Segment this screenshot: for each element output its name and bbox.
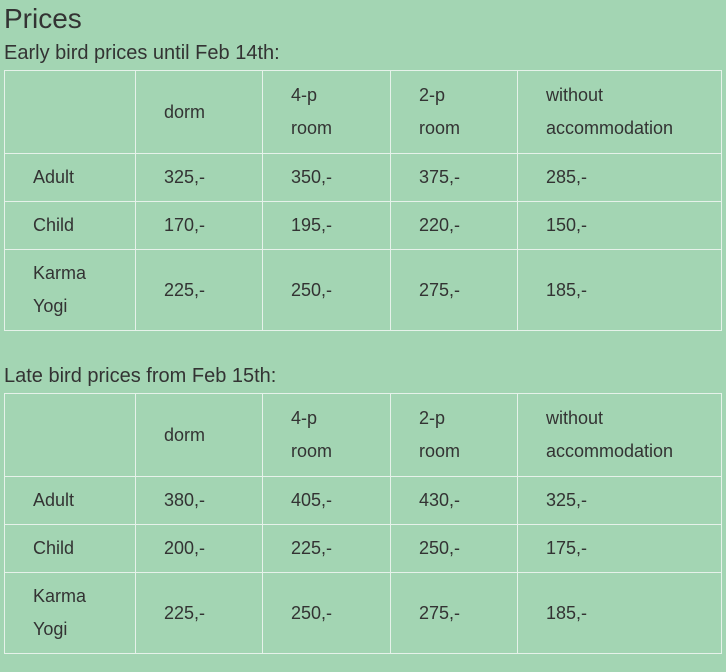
price: 250,- <box>291 279 333 300</box>
page-title: Prices <box>4 3 82 34</box>
header-cell: 2-p room <box>390 70 518 154</box>
price-cell: 250,- <box>390 524 518 573</box>
price: 405,- <box>291 490 333 510</box>
section-heading: Late bird prices from Feb 15th: <box>4 365 277 387</box>
row-label-cell: Child <box>4 201 136 250</box>
header-text: 2-p room <box>419 85 461 138</box>
price-row: Adult 380,- 405,- 430,- 325,- <box>4 476 722 525</box>
header-text: without accommodation <box>546 408 674 461</box>
row-label-cell: Adult <box>4 153 136 202</box>
section-heading: Early bird prices until Feb 14th: <box>4 42 280 64</box>
content: Prices Early bird prices until Feb 14th:… <box>4 3 722 654</box>
price-cell: 250,- <box>262 249 391 331</box>
header-row: dorm 4-p room 2-p room without accommodatio… <box>4 393 722 477</box>
row-label-cell: Adult <box>4 476 136 525</box>
price: 375,- <box>419 167 461 187</box>
price: 285,- <box>546 167 588 187</box>
price: 150,- <box>546 215 588 235</box>
row-label: Child <box>33 538 75 558</box>
price: 380,- <box>164 490 206 510</box>
price: 225,- <box>291 538 333 558</box>
header-text: 4-p room <box>291 408 333 461</box>
row-label-cell: Karma Yogi <box>4 572 136 654</box>
price-cell: 225,- <box>135 572 263 654</box>
header-cell: 4-p room <box>262 393 391 477</box>
row-label-cell: Karma Yogi <box>4 249 136 331</box>
row-label: Adult <box>33 167 75 187</box>
price-cell: 175,- <box>517 524 722 573</box>
header-cell: without accommodation <box>517 70 722 154</box>
price-row: Child 170,- 195,- 220,- 150,- <box>4 201 722 250</box>
price-cell: 170,- <box>135 201 263 250</box>
price-cell: 275,- <box>390 249 518 331</box>
header-row: dorm 4-p room 2-p room without accommodatio… <box>4 70 722 154</box>
row-label-cell: Child <box>4 524 136 573</box>
price-cell: 195,- <box>262 201 391 250</box>
price: 250,- <box>419 538 461 558</box>
price-cell: 220,- <box>390 201 518 250</box>
header-text: 4-p room <box>291 85 333 138</box>
price-row: Karma Yogi 225,- 250,- 275,- 185,- <box>4 572 722 654</box>
price-cell: 375,- <box>390 153 518 202</box>
header-text: dorm <box>164 101 206 122</box>
header-text: without accommodation <box>546 85 674 138</box>
header-text: 2-p room <box>419 408 461 461</box>
price-cell: 185,- <box>517 572 722 654</box>
price: 185,- <box>546 602 588 623</box>
price: 200,- <box>164 538 206 558</box>
price: 175,- <box>546 538 588 558</box>
price: 220,- <box>419 215 461 235</box>
price-row: Karma Yogi 225,- 250,- 275,- 185,- <box>4 249 722 331</box>
price-cell: 285,- <box>517 153 722 202</box>
price-cell: 430,- <box>390 476 518 525</box>
corner-cell <box>4 393 136 477</box>
header-cell: dorm <box>135 393 263 477</box>
price-row: Child 200,- 225,- 250,- 175,- <box>4 524 722 573</box>
row-label: Child <box>33 215 75 235</box>
price: 225,- <box>164 602 206 623</box>
row-label: Karma Yogi <box>33 263 87 316</box>
price-cell: 150,- <box>517 201 722 250</box>
price: 325,- <box>546 490 588 510</box>
price-table: dorm 4-p room 2-p room without accommodatio… <box>4 70 722 331</box>
price: 325,- <box>164 167 206 187</box>
price: 170,- <box>164 215 206 235</box>
price-cell: 225,- <box>135 249 263 331</box>
price-cell: 325,- <box>135 153 263 202</box>
price: 350,- <box>291 167 333 187</box>
price-row: Adult 325,- 350,- 375,- 285,- <box>4 153 722 202</box>
price-cell: 350,- <box>262 153 391 202</box>
price-cell: 325,- <box>517 476 722 525</box>
price-cell: 200,- <box>135 524 263 573</box>
price: 195,- <box>291 215 333 235</box>
header-cell: 2-p room <box>390 393 518 477</box>
price: 225,- <box>164 279 206 300</box>
price: 250,- <box>291 602 333 623</box>
header-text: dorm <box>164 424 206 445</box>
price: 275,- <box>419 279 461 300</box>
price: 185,- <box>546 279 588 300</box>
corner-cell <box>4 70 136 154</box>
row-label: Adult <box>33 490 75 510</box>
header-cell: without accommodation <box>517 393 722 477</box>
price-cell: 185,- <box>517 249 722 331</box>
price-cell: 405,- <box>262 476 391 525</box>
price: 430,- <box>419 490 461 510</box>
row-label: Karma Yogi <box>33 586 87 639</box>
price-table: dorm 4-p room 2-p room without accommodatio… <box>4 393 722 654</box>
price-cell: 225,- <box>262 524 391 573</box>
price-cell: 250,- <box>262 572 391 654</box>
price-cell: 380,- <box>135 476 263 525</box>
price: 275,- <box>419 602 461 623</box>
header-cell: 4-p room <box>262 70 391 154</box>
price-cell: 275,- <box>390 572 518 654</box>
header-cell: dorm <box>135 70 263 154</box>
